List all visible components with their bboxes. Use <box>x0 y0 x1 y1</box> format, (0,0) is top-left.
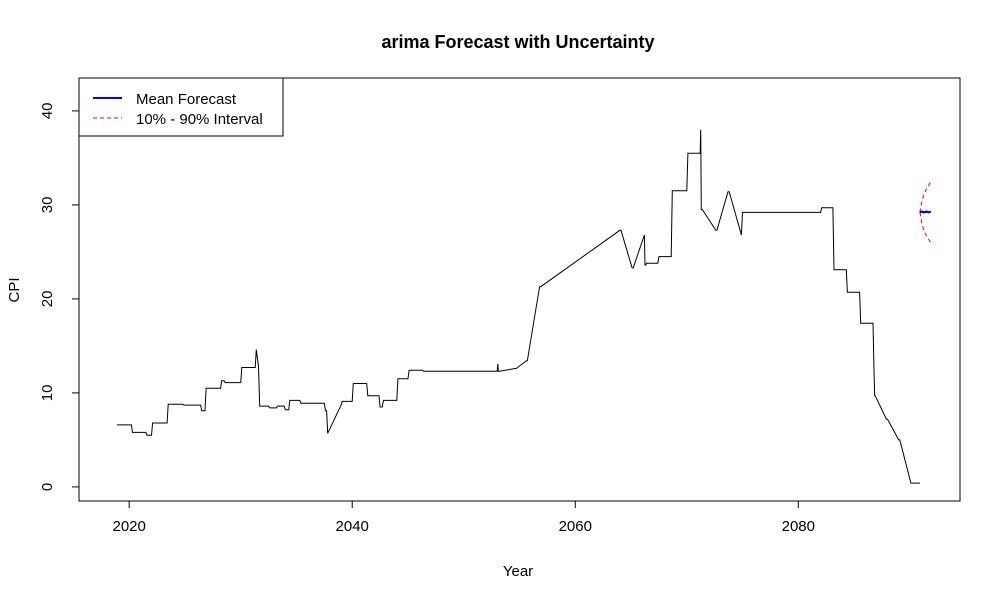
lower-interval-line <box>919 212 932 243</box>
legend-box <box>78 77 284 137</box>
x-axis-label: Year <box>503 563 533 580</box>
y-tick-label-40: 40 <box>39 103 56 120</box>
series-layer <box>116 129 932 484</box>
y-axis: 0 10 20 30 40 <box>39 103 80 491</box>
mean-forecast-line <box>919 210 932 214</box>
x-tick-label-2020: 2020 <box>112 518 145 535</box>
plot-frame <box>78 77 961 502</box>
legend-mean-label: Mean Forecast <box>136 91 237 108</box>
x-tick-label-2040: 2040 <box>336 518 369 535</box>
x-axis: 2020 2040 2060 2080 <box>112 500 815 535</box>
upper-interval-line <box>919 181 932 213</box>
legend: Mean Forecast 10% - 90% Interval <box>78 77 284 137</box>
y-tick-label-20: 20 <box>39 291 56 308</box>
y-tick-label-30: 30 <box>39 197 56 214</box>
x-tick-label-2060: 2060 <box>559 518 592 535</box>
y-tick-label-10: 10 <box>39 385 56 402</box>
y-axis-label: CPI <box>6 277 23 302</box>
x-tick-label-2080: 2080 <box>782 518 815 535</box>
legend-interval-label: 10% - 90% Interval <box>136 111 263 128</box>
chart-title: arima Forecast with Uncertainty <box>381 32 654 52</box>
history-line <box>116 129 920 484</box>
y-tick-label-0: 0 <box>39 483 56 491</box>
